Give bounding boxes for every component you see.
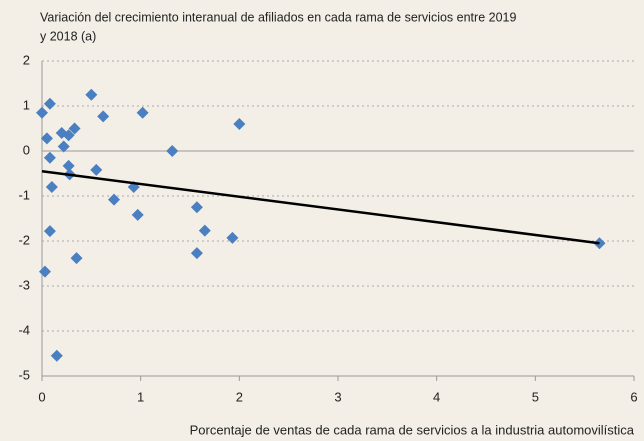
point xyxy=(62,129,75,142)
point xyxy=(57,140,70,153)
y-tick-label: -4 xyxy=(18,322,30,337)
point xyxy=(40,132,53,145)
point xyxy=(166,145,179,157)
y-tick-label: -1 xyxy=(18,187,30,202)
point xyxy=(198,224,211,237)
point xyxy=(43,97,56,110)
point xyxy=(226,231,239,244)
x-tick-label: 6 xyxy=(630,389,637,404)
point xyxy=(43,151,56,164)
y-tick-label: -3 xyxy=(18,277,30,292)
point xyxy=(233,118,246,130)
x-tick-label: 3 xyxy=(334,389,341,404)
point xyxy=(62,159,75,172)
y-tick-label: 0 xyxy=(23,142,30,157)
trendline xyxy=(41,170,600,245)
point xyxy=(70,252,83,265)
x-tick-label: 1 xyxy=(137,389,144,404)
point xyxy=(85,88,98,101)
x-tick-label: 0 xyxy=(38,389,45,404)
y-tick-label: -5 xyxy=(18,367,30,382)
y-tick-label: 1 xyxy=(23,97,30,112)
point xyxy=(45,181,58,193)
point xyxy=(90,163,103,176)
point xyxy=(136,106,149,119)
point xyxy=(68,122,81,135)
x-axis-label: Porcentaje de ventas de cada rama de ser… xyxy=(190,422,635,437)
point xyxy=(50,349,63,362)
point xyxy=(97,110,110,123)
point xyxy=(131,208,144,221)
point xyxy=(38,265,51,278)
x-tick-label: 2 xyxy=(236,389,243,404)
point xyxy=(190,201,203,214)
x-tick-label: 4 xyxy=(433,389,440,404)
chart-title: Variación del crecimiento interanual de … xyxy=(40,10,516,24)
y-tick-label: 2 xyxy=(23,52,30,67)
chart-title: y 2018 (a) xyxy=(40,29,96,43)
x-tick-label: 5 xyxy=(532,389,539,404)
point xyxy=(43,225,56,238)
point xyxy=(190,247,203,260)
point xyxy=(108,193,121,206)
y-tick-label: -2 xyxy=(18,232,30,247)
point xyxy=(36,106,48,119)
